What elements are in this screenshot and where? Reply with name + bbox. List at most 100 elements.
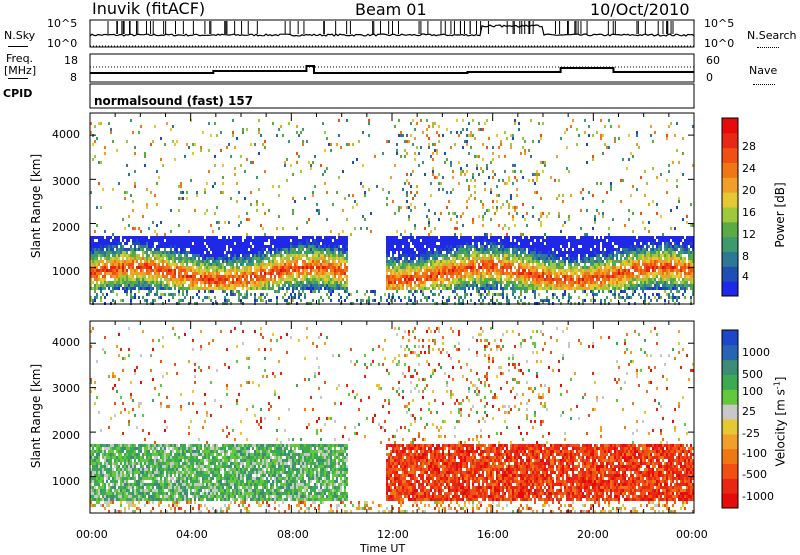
power-cell [536,176,538,179]
power-cell [374,299,376,302]
power-cell [474,281,476,284]
power-cell [270,263,272,266]
power-cell [154,263,156,266]
power-cell [428,257,430,260]
power-cell [484,182,486,185]
power-cell [92,236,94,239]
power-cell [568,170,570,173]
power-cell [386,275,388,278]
power-cell [344,290,346,293]
power-cell [388,275,390,278]
power-cell [562,284,564,287]
power-cell [224,254,226,257]
power-cell [590,299,592,302]
power-cell [590,290,592,293]
power-cell [566,269,568,272]
power-cell [286,287,288,290]
power-cell [134,260,136,263]
power-cell [288,284,290,287]
power-cell [556,284,558,287]
power-cell [250,260,252,263]
power-cell [432,167,434,170]
power-cell [258,119,260,122]
power-cell [96,248,98,251]
power-cell [158,296,160,299]
power-cell [166,263,168,266]
power-cell [214,248,216,251]
power-cell [562,242,564,245]
power-cell [462,260,464,263]
power-cell [432,236,434,239]
power-cell [414,242,416,245]
power-cell [594,266,596,269]
power-cell [252,239,254,242]
power-cell [266,281,268,284]
power-cell [212,272,214,275]
power-cell [102,275,104,278]
power-cell [204,245,206,248]
power-cell [552,239,554,242]
power-cell [268,278,270,281]
power-cell [434,278,436,281]
power-cell [302,278,304,281]
power-cell [492,254,494,257]
power-cell [244,275,246,278]
power-cell [246,239,248,242]
power-cell [388,242,390,245]
power-cell [318,236,320,239]
power-cell [566,167,568,170]
power-cell [166,272,168,275]
power-cell [96,245,98,248]
power-cell [198,266,200,269]
power-cell [200,248,202,251]
power-cell [114,275,116,278]
power-cell [346,143,348,146]
power-cell [366,227,368,230]
power-cell [504,260,506,263]
power-cell [110,248,112,251]
power-cell [242,263,244,266]
power-cell [132,281,134,284]
power-cell [544,260,546,263]
power-cell [516,251,518,254]
power-cell [98,182,100,185]
power-cell [182,257,184,260]
power-cell [474,266,476,269]
power-cell [438,272,440,275]
power-cell [578,278,580,281]
power-cell [172,272,174,275]
power-cell [270,266,272,269]
power-cell [152,299,154,302]
power-cell [336,248,338,251]
power-cell [552,284,554,287]
power-cell [440,251,442,254]
power-cell [242,284,244,287]
power-cell [322,269,324,272]
power-cell [528,239,530,242]
power-cell [550,281,552,284]
power-cell [466,275,468,278]
power-cell [140,242,142,245]
power-cell [228,284,230,287]
power-cell [414,299,416,302]
power-cell [324,284,326,287]
power-cell [106,284,108,287]
power-cell [498,224,500,227]
power-cell [592,158,594,161]
power-cell [300,299,302,302]
power-cell [248,254,250,257]
power-cell [392,272,394,275]
power-cell [260,251,262,254]
power-cell [558,281,560,284]
power-cell [274,254,276,257]
power-cell [442,239,444,242]
power-cell [240,236,242,239]
power-cell [442,260,444,263]
power-cell [592,251,594,254]
power-cell [536,275,538,278]
power-cell [158,242,160,245]
power-cell [476,251,478,254]
power-cell [398,269,400,272]
power-cell [284,248,286,251]
power-cell [234,173,236,176]
